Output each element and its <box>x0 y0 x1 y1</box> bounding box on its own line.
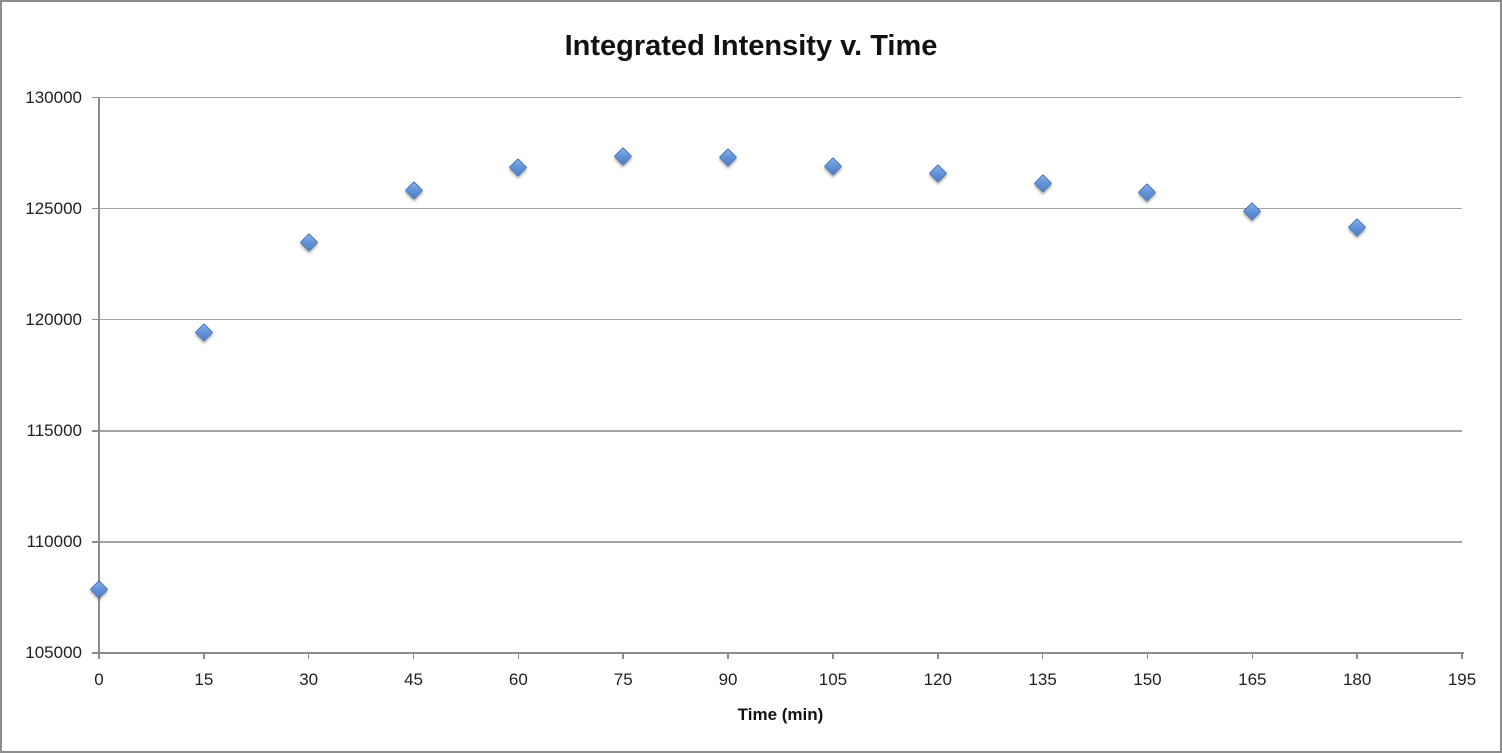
data-point-marker <box>1348 218 1366 237</box>
x-tick-mark <box>1146 653 1149 659</box>
y-tick-mark <box>92 207 99 210</box>
y-tick-mark <box>92 541 99 543</box>
y-gridline <box>99 541 1462 543</box>
x-tick-label: 150 <box>1133 670 1162 689</box>
x-tick-mark <box>1251 653 1254 659</box>
y-gridline <box>99 318 1462 321</box>
x-tick-label: 90 <box>718 670 738 689</box>
x-tick-label: 45 <box>404 670 423 689</box>
data-point-marker <box>1138 183 1157 201</box>
x-axis-label: Time (min) <box>737 705 824 724</box>
x-tick-mark <box>832 653 834 659</box>
x-tick-label: 30 <box>299 670 319 689</box>
data-point-marker <box>509 158 528 177</box>
x-axis <box>99 652 1464 654</box>
x-tick-label: 105 <box>818 670 848 689</box>
y-tick-mark <box>92 96 99 99</box>
y-axis <box>98 97 100 653</box>
y-gridline <box>99 430 1462 432</box>
y-gridline <box>99 207 1462 210</box>
x-tick-label: 0 <box>94 670 104 689</box>
x-tick-mark <box>727 653 729 659</box>
y-tick-label: 125000 <box>25 198 82 218</box>
data-point-marker <box>1033 174 1052 192</box>
data-point-marker <box>614 147 633 166</box>
data-point-marker <box>719 148 737 167</box>
y-tick-label: 105000 <box>25 643 82 662</box>
x-tick-label: 135 <box>1028 670 1057 689</box>
y-tick-mark <box>92 318 99 321</box>
x-tick-mark <box>1356 653 1358 659</box>
x-tick-mark <box>307 653 310 659</box>
data-point-marker <box>824 157 842 176</box>
x-tick-label: 60 <box>508 670 528 689</box>
x-tick-mark <box>622 653 624 659</box>
x-tick-mark <box>203 653 205 659</box>
x-tick-label: 15 <box>194 670 214 689</box>
y-tick-label: 120000 <box>25 309 82 329</box>
x-tick-label: 195 <box>1447 670 1477 689</box>
y-gridline <box>99 96 1462 99</box>
y-tick-mark <box>92 430 99 432</box>
x-tick-label: 120 <box>923 670 952 689</box>
chart-title: Integrated Intensity v. Time <box>564 30 938 62</box>
y-tick-label: 130000 <box>25 87 82 107</box>
y-tick-mark <box>92 652 99 654</box>
data-point-marker <box>1243 201 1262 220</box>
data-point-marker <box>928 164 947 182</box>
x-tick-label: 75 <box>613 670 633 689</box>
x-tick-mark <box>412 653 415 659</box>
y-tick-label: 110000 <box>26 531 82 551</box>
data-point-marker <box>195 323 213 341</box>
x-tick-mark <box>937 653 939 659</box>
x-tick-mark <box>98 653 100 659</box>
x-tick-label: 180 <box>1342 670 1372 689</box>
x-tick-mark <box>1041 653 1044 659</box>
y-tick-label: 115000 <box>26 420 82 440</box>
x-tick-mark <box>517 653 520 659</box>
x-tick-mark <box>1461 653 1463 659</box>
data-point-marker <box>404 180 423 199</box>
data-point-marker <box>299 233 318 251</box>
x-tick-label: 165 <box>1238 670 1267 689</box>
data-point-marker <box>90 579 108 598</box>
